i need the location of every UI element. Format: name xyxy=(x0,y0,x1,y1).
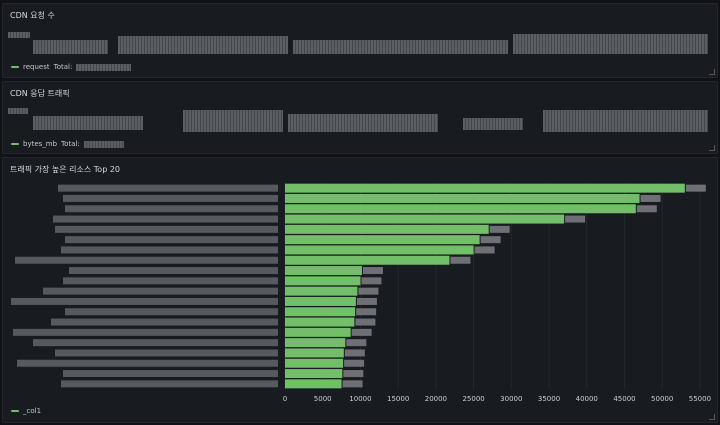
category-label xyxy=(11,297,278,305)
bar[interactable] xyxy=(285,348,344,358)
bar[interactable] xyxy=(285,296,356,306)
bar[interactable] xyxy=(285,338,346,348)
bar[interactable] xyxy=(285,224,489,234)
bar-value-label xyxy=(489,225,510,233)
x-tick-label: 10000 xyxy=(349,395,371,403)
bar[interactable] xyxy=(285,235,480,245)
bar-value-label xyxy=(355,318,376,326)
bar-value-label xyxy=(356,297,377,305)
bar[interactable] xyxy=(285,214,565,224)
x-tick-label: 55000 xyxy=(689,395,711,403)
top-resources-bar-chart: 0 5000 10000 15000 20000 25000 30000 35000 40000… xyxy=(11,183,711,403)
bar-value-label xyxy=(362,267,383,275)
bar[interactable] xyxy=(285,358,344,368)
category-label xyxy=(63,370,278,378)
traffic-legend-label: bytes_mb xyxy=(23,140,58,148)
bar[interactable] xyxy=(285,307,356,317)
category-label xyxy=(15,256,278,264)
traffic-legend[interactable]: bytes_mb Total: xyxy=(11,140,124,148)
bar[interactable] xyxy=(285,255,450,265)
bar[interactable] xyxy=(285,193,640,203)
category-label xyxy=(65,236,278,244)
x-tick-label: 35000 xyxy=(538,395,560,403)
bar-value-label xyxy=(346,339,367,347)
category-label xyxy=(69,267,278,275)
bar-value-label xyxy=(480,236,501,244)
top-resources-panel-title: 트래픽 가장 높은 리소스 Top 20 xyxy=(10,165,120,174)
bar-value-label xyxy=(356,308,377,316)
bar-value-label xyxy=(565,215,586,223)
category-label xyxy=(13,328,278,336)
bar-value-label xyxy=(351,328,372,336)
x-tick-label: 20000 xyxy=(425,395,447,403)
bar-value-label xyxy=(342,380,363,388)
category-label xyxy=(53,215,278,223)
top-resources-legend[interactable]: _col1 xyxy=(11,407,41,415)
bar-value-label xyxy=(343,370,364,378)
requests-legend-label: request xyxy=(23,63,50,71)
traffic-chart-area xyxy=(3,102,717,140)
category-label xyxy=(58,184,278,192)
bar[interactable] xyxy=(285,183,685,193)
traffic-legend-total-label: Total: xyxy=(61,140,80,148)
category-label xyxy=(65,205,278,213)
requests-legend[interactable]: request Total: xyxy=(11,63,132,71)
category-label xyxy=(61,380,278,388)
requests-panel-title: CDN 요청 수 xyxy=(10,11,55,20)
series-color-swatch xyxy=(11,410,19,412)
bar-value-label xyxy=(474,246,495,254)
category-label xyxy=(61,246,278,254)
traffic-resize-handle[interactable] xyxy=(709,145,715,151)
bar[interactable] xyxy=(285,266,362,276)
category-label xyxy=(55,225,278,233)
x-tick-label: 5000 xyxy=(314,395,332,403)
x-tick-label: 50000 xyxy=(651,395,673,403)
category-label xyxy=(65,308,278,316)
top-resources-resize-handle[interactable] xyxy=(709,414,715,420)
series-color-swatch xyxy=(11,143,19,145)
requests-resize-handle[interactable] xyxy=(709,69,715,75)
bar-value-label xyxy=(636,205,657,213)
category-label xyxy=(33,339,278,347)
requests-legend-total-label: Total: xyxy=(53,63,73,71)
bar[interactable] xyxy=(285,379,342,389)
x-tick-label: 40000 xyxy=(576,395,598,403)
x-tick-label: 15000 xyxy=(387,395,409,403)
traffic-panel: CDN 응답 트래픽 bytes_mb Total: xyxy=(2,81,718,154)
bar-value-label xyxy=(450,256,471,264)
bar[interactable] xyxy=(285,276,361,286)
x-tick-label: 0 xyxy=(283,395,287,403)
category-label xyxy=(51,318,278,326)
top-resources-panel: 트래픽 가장 높은 리소스 Top 20 0 5000 10000 15000 2000… xyxy=(2,157,718,423)
x-tick-label: 45000 xyxy=(613,395,635,403)
bar[interactable] xyxy=(285,204,636,214)
bar-value-label xyxy=(358,287,379,295)
bar[interactable] xyxy=(285,327,351,337)
bar-value-label xyxy=(344,359,365,367)
bar[interactable] xyxy=(285,286,358,296)
category-label xyxy=(63,277,278,285)
category-label xyxy=(43,287,278,295)
traffic-panel-title: CDN 응답 트래픽 xyxy=(10,89,70,98)
requests-chart-area xyxy=(3,24,717,64)
series-color-swatch xyxy=(11,66,19,68)
bar-value-label xyxy=(685,184,706,192)
x-tick-label: 25000 xyxy=(462,395,484,403)
category-label xyxy=(55,349,278,357)
bar-value-label xyxy=(361,277,382,285)
bar-value-label xyxy=(640,194,661,202)
bar-value-label xyxy=(344,349,365,357)
category-label xyxy=(63,194,278,202)
category-label xyxy=(17,359,278,367)
bar[interactable] xyxy=(285,369,343,379)
bar[interactable] xyxy=(285,317,355,327)
bar[interactable] xyxy=(285,245,474,255)
requests-panel: CDN 요청 수 request Total: xyxy=(2,3,718,78)
x-tick-label: 30000 xyxy=(500,395,522,403)
top-resources-legend-label: _col1 xyxy=(23,407,42,415)
